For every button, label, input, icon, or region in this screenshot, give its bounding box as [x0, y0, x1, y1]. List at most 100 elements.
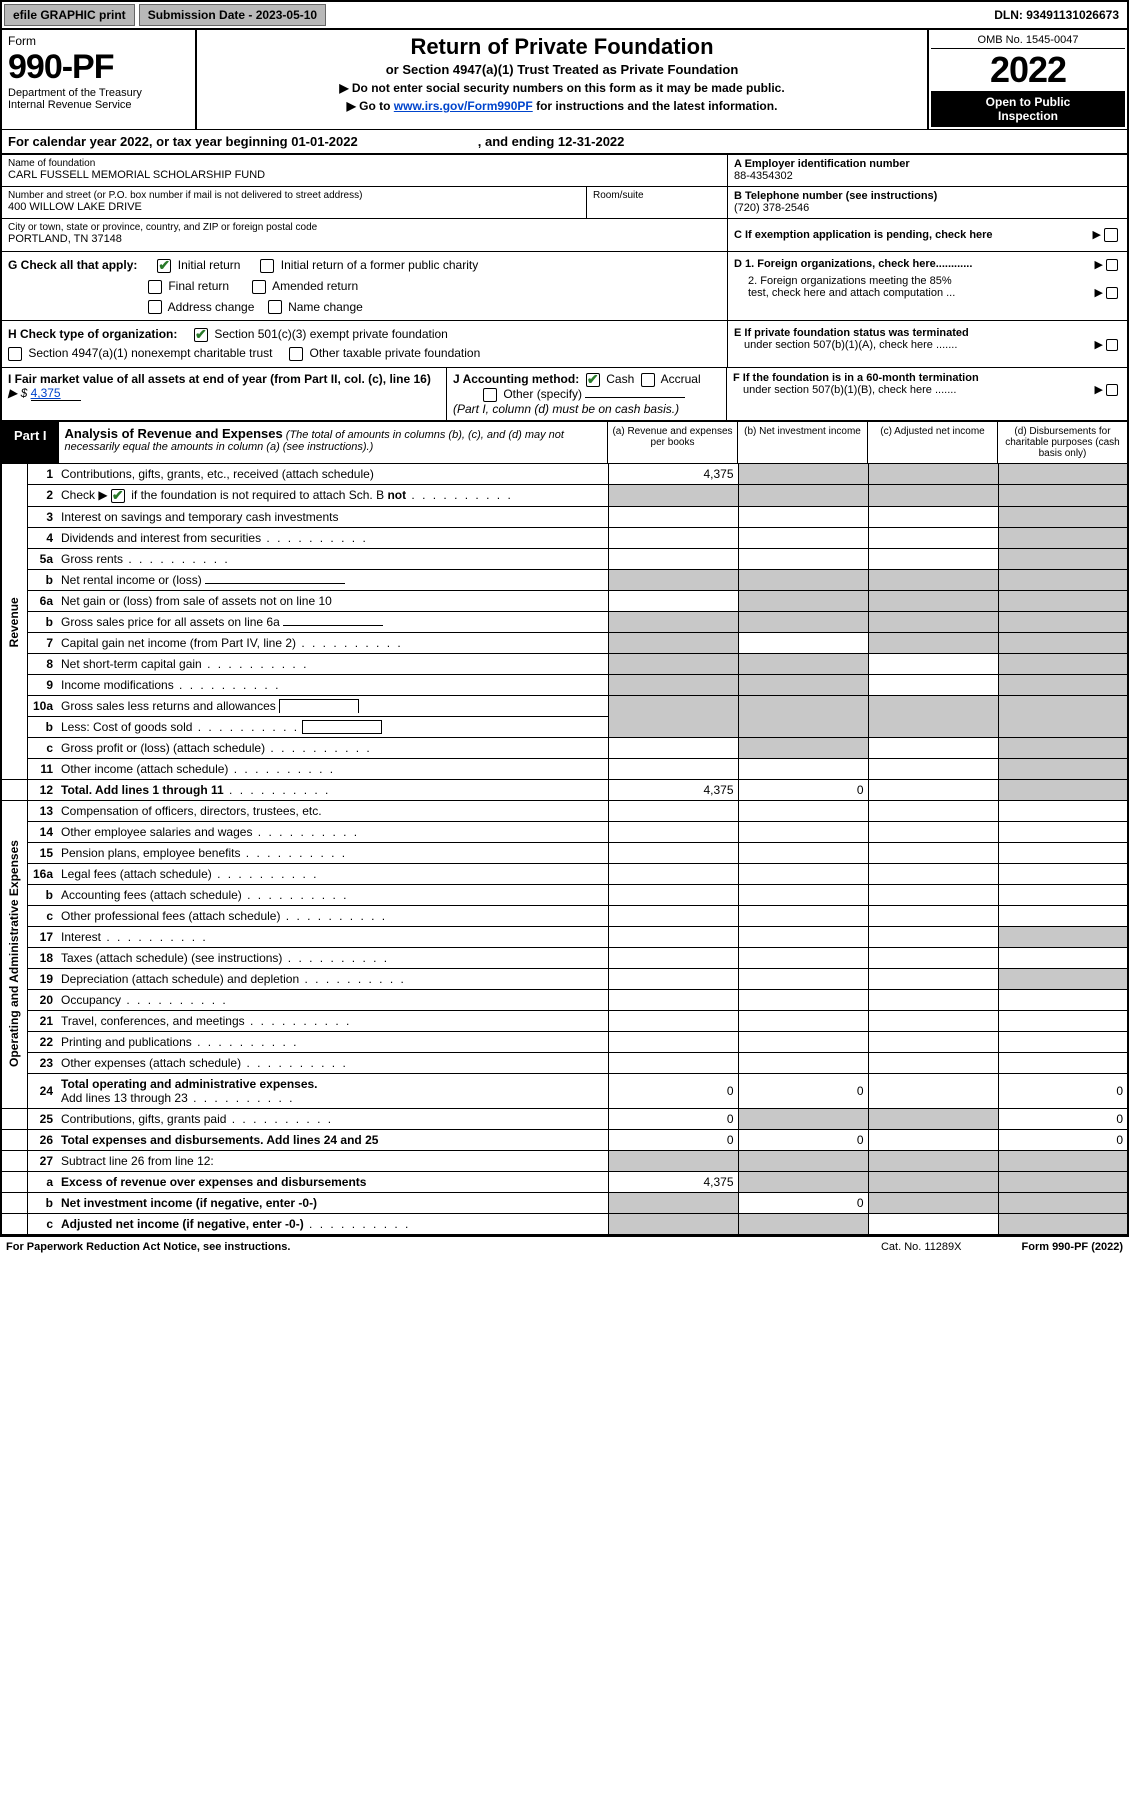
- entity-block: Name of foundation CARL FUSSELL MEMORIAL…: [0, 155, 1129, 252]
- table-row: Operating and Administrative Expenses 13…: [1, 800, 1128, 821]
- efile-button[interactable]: efile GRAPHIC print: [4, 4, 135, 26]
- accrual-check[interactable]: [641, 373, 655, 387]
- table-row: cOther professional fees (attach schedul…: [1, 905, 1128, 926]
- ein-value: 88-4354302: [734, 170, 1121, 182]
- c-checkbox[interactable]: [1104, 228, 1118, 242]
- city-state-zip: PORTLAND, TN 37148: [8, 233, 721, 245]
- table-row: 16aLegal fees (attach schedule): [1, 863, 1128, 884]
- table-row: bNet investment income (if negative, ent…: [1, 1192, 1128, 1213]
- street-address: 400 WILLOW LAKE DRIVE: [8, 201, 580, 213]
- dept-line2: Internal Revenue Service: [8, 99, 189, 111]
- page-footer: For Paperwork Reduction Act Notice, see …: [0, 1236, 1129, 1257]
- tax-year: 2022: [931, 49, 1125, 91]
- form-header: Form 990-PF Department of the Treasury I…: [0, 30, 1129, 129]
- table-row: 9Income modifications: [1, 674, 1128, 695]
- col-b-header: (b) Net investment income: [737, 422, 867, 463]
- 501c3-check[interactable]: [194, 328, 208, 342]
- table-row: 14Other employee salaries and wages: [1, 821, 1128, 842]
- table-row: 27Subtract line 26 from line 12:: [1, 1150, 1128, 1171]
- room-suite: Room/suite: [587, 187, 727, 218]
- table-row: cAdjusted net income (if negative, enter…: [1, 1213, 1128, 1235]
- initial-public-check[interactable]: [260, 259, 274, 273]
- inspection-badge: Open to Public Inspection: [931, 91, 1125, 127]
- table-row: bAccounting fees (attach schedule): [1, 884, 1128, 905]
- revenue-side-label: Revenue: [1, 464, 27, 779]
- table-row: 7Capital gain net income (from Part IV, …: [1, 632, 1128, 653]
- d1-checkbox[interactable]: [1106, 259, 1118, 271]
- header-middle: Return of Private Foundation or Section …: [197, 30, 927, 129]
- name-change-check[interactable]: [268, 300, 282, 314]
- address-row: Number and street (or P.O. box number if…: [2, 187, 727, 219]
- header-left: Form 990-PF Department of the Treasury I…: [2, 30, 197, 129]
- other-method-check[interactable]: [483, 388, 497, 402]
- table-row: 10aGross sales less returns and allowanc…: [1, 695, 1128, 716]
- table-row: 23Other expenses (attach schedule): [1, 1052, 1128, 1073]
- r1-col-a: 4,375: [608, 464, 738, 485]
- table-row: 18Taxes (attach schedule) (see instructi…: [1, 947, 1128, 968]
- amended-return-check[interactable]: [252, 280, 266, 294]
- omb-number: OMB No. 1545-0047: [931, 32, 1125, 49]
- table-row: 15Pension plans, employee benefits: [1, 842, 1128, 863]
- header-right: OMB No. 1545-0047 2022 Open to Public In…: [927, 30, 1127, 129]
- d2-checkbox[interactable]: [1106, 287, 1118, 299]
- table-row: 21Travel, conferences, and meetings: [1, 1010, 1128, 1031]
- table-row: bGross sales price for all assets on lin…: [1, 611, 1128, 632]
- part1-table: Revenue 1 Contributions, gifts, grants, …: [0, 464, 1129, 1236]
- city-field: City or town, state or province, country…: [2, 219, 727, 251]
- note-1: ▶ Do not enter social security numbers o…: [207, 81, 917, 95]
- schb-check[interactable]: [111, 489, 125, 503]
- 4947-check[interactable]: [8, 347, 22, 361]
- table-row: 25Contributions, gifts, grants paid00: [1, 1108, 1128, 1129]
- table-row: 8Net short-term capital gain: [1, 653, 1128, 674]
- final-return-check[interactable]: [148, 280, 162, 294]
- table-row: 20Occupancy: [1, 989, 1128, 1010]
- h-check-section: H Check type of organization: Section 50…: [0, 321, 1129, 368]
- ij-row: I Fair market value of all assets at end…: [0, 368, 1129, 422]
- table-row: bNet rental income or (loss): [1, 569, 1128, 590]
- address-change-check[interactable]: [148, 300, 162, 314]
- table-row: 24Total operating and administrative exp…: [1, 1073, 1128, 1108]
- dln-label: DLN: 93491131026673: [986, 5, 1127, 25]
- ein-field: A Employer identification number 88-4354…: [728, 155, 1127, 187]
- table-row: 11Other income (attach schedule): [1, 758, 1128, 779]
- top-bar: efile GRAPHIC print Submission Date - 20…: [0, 0, 1129, 30]
- part1-header: Part I Analysis of Revenue and Expenses …: [0, 422, 1129, 464]
- form-title: Return of Private Foundation: [207, 34, 917, 60]
- fmv-link[interactable]: 4,375: [31, 386, 81, 401]
- dept-line1: Department of the Treasury: [8, 87, 189, 99]
- table-row: aExcess of revenue over expenses and dis…: [1, 1171, 1128, 1192]
- table-row: 2 Check ▶ if the foundation is not requi…: [1, 484, 1128, 506]
- form-word: Form: [8, 34, 189, 48]
- table-row: 4Dividends and interest from securities: [1, 527, 1128, 548]
- submission-date: Submission Date - 2023-05-10: [139, 4, 326, 26]
- initial-return-check[interactable]: [157, 259, 171, 273]
- exemption-pending: C If exemption application is pending, c…: [728, 219, 1127, 251]
- cat-no: Cat. No. 11289X: [881, 1241, 962, 1253]
- table-row: 17Interest: [1, 926, 1128, 947]
- form-ref: Form 990-PF (2022): [1022, 1241, 1124, 1253]
- phone-field: B Telephone number (see instructions) (7…: [728, 187, 1127, 219]
- e-checkbox[interactable]: [1106, 339, 1118, 351]
- phone-value: (720) 378-2546: [734, 202, 1121, 214]
- g-check-section: G Check all that apply: Initial return I…: [0, 252, 1129, 321]
- table-row: 22Printing and publications: [1, 1031, 1128, 1052]
- table-row: 5aGross rents: [1, 548, 1128, 569]
- form-number: 990-PF: [8, 48, 189, 87]
- col-d-header: (d) Disbursements for charitable purpose…: [997, 422, 1127, 463]
- calendar-year-row: For calendar year 2022, or tax year begi…: [0, 129, 1129, 155]
- table-row: 6aNet gain or (loss) from sale of assets…: [1, 590, 1128, 611]
- cash-check[interactable]: [586, 373, 600, 387]
- other-taxable-check[interactable]: [289, 347, 303, 361]
- table-row: 19Depreciation (attach schedule) and dep…: [1, 968, 1128, 989]
- note-2: ▶ Go to www.irs.gov/Form990PF for instru…: [207, 99, 917, 113]
- table-row: 12Total. Add lines 1 through 114,3750: [1, 779, 1128, 800]
- table-row: Revenue 1 Contributions, gifts, grants, …: [1, 464, 1128, 485]
- table-row: 26Total expenses and disbursements. Add …: [1, 1129, 1128, 1150]
- f-checkbox[interactable]: [1106, 384, 1118, 396]
- table-row: 3Interest on savings and temporary cash …: [1, 506, 1128, 527]
- foundation-name: CARL FUSSELL MEMORIAL SCHOLARSHIP FUND: [8, 169, 721, 181]
- form-subtitle: or Section 4947(a)(1) Trust Treated as P…: [207, 62, 917, 77]
- col-a-header: (a) Revenue and expenses per books: [607, 422, 737, 463]
- instructions-link[interactable]: www.irs.gov/Form990PF: [394, 99, 533, 113]
- foundation-name-field: Name of foundation CARL FUSSELL MEMORIAL…: [2, 155, 727, 187]
